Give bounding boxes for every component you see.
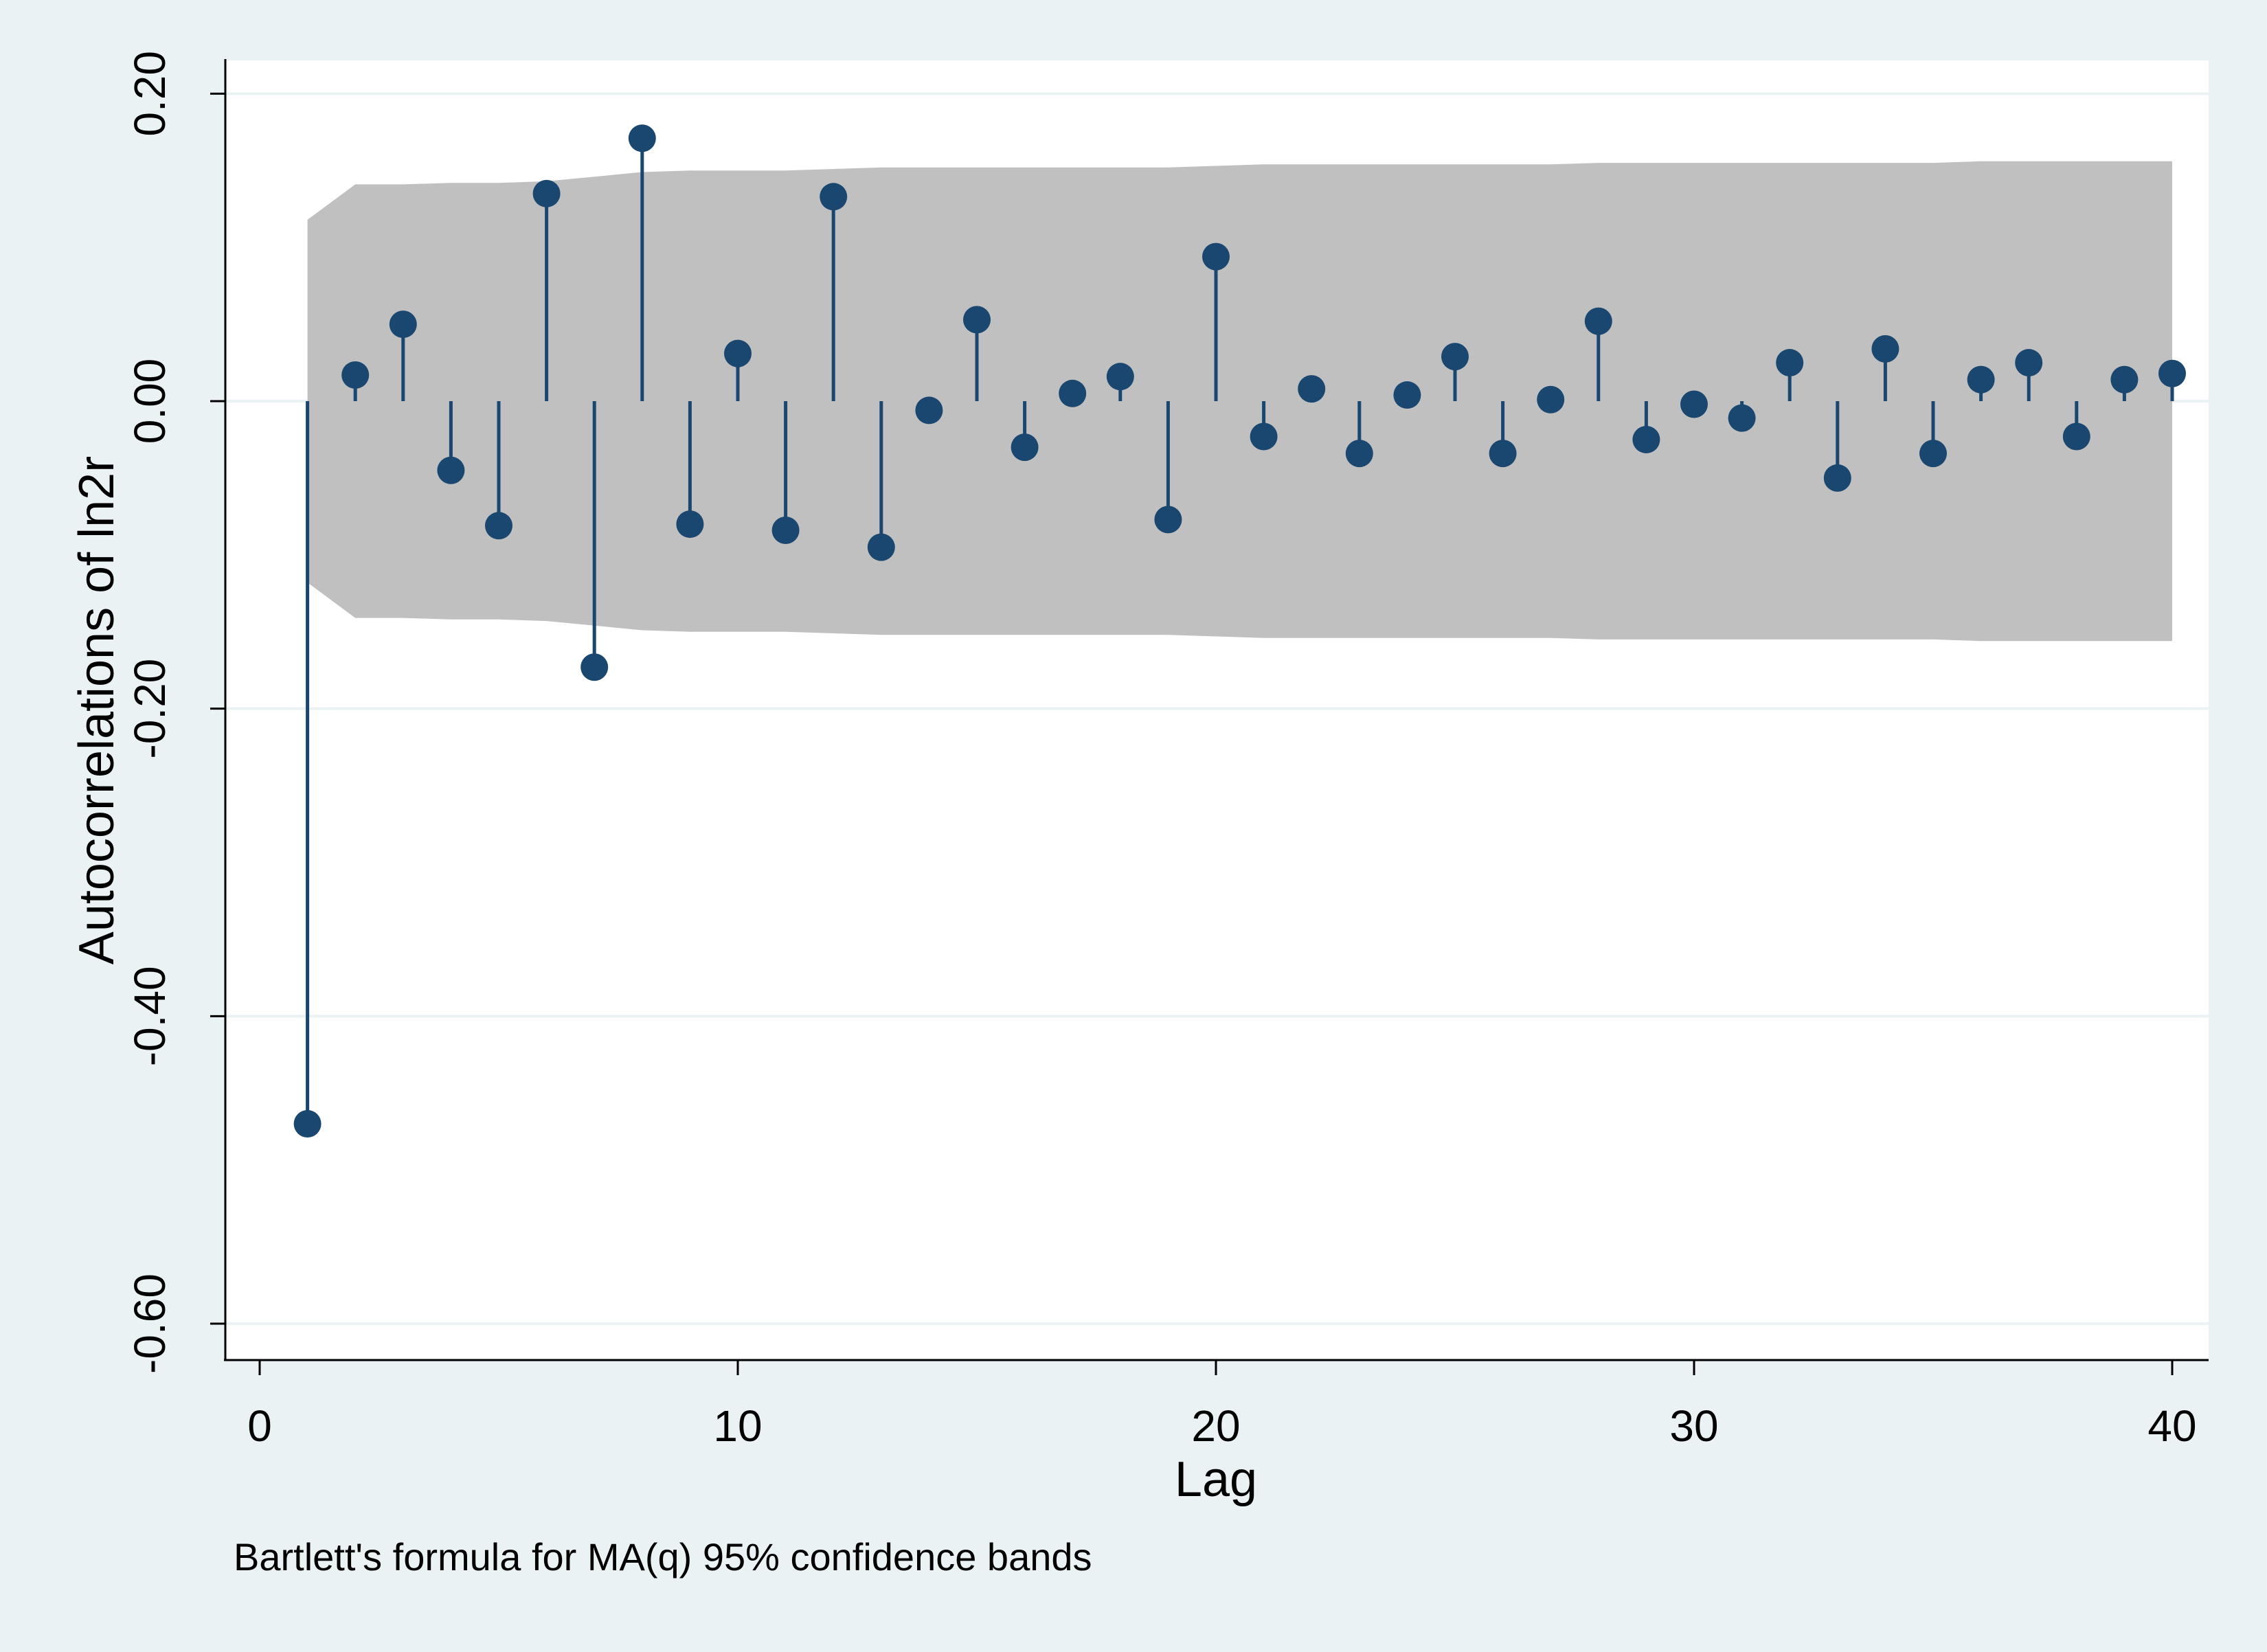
acf-point xyxy=(867,533,895,561)
acf-point xyxy=(963,306,991,334)
acf-point xyxy=(771,517,800,545)
acf-point xyxy=(485,512,512,540)
acf-point xyxy=(2158,359,2186,387)
acf-point xyxy=(1537,385,1565,414)
acf-point xyxy=(1967,365,1995,394)
acf-point xyxy=(2110,365,2139,394)
y-tick-label: 0.00 xyxy=(125,359,174,444)
acf-point xyxy=(1919,440,1947,468)
acf-point xyxy=(915,396,943,425)
x-tick-label: 10 xyxy=(713,1401,762,1451)
x-ticks: 0 10 20 30 40 xyxy=(247,1360,2197,1451)
acf-point xyxy=(1154,506,1182,534)
acf-point xyxy=(580,653,609,681)
acf-point xyxy=(1776,349,1804,377)
acf-point xyxy=(1345,440,1373,468)
acf-point xyxy=(1202,242,1230,271)
acf-point xyxy=(1011,433,1039,462)
acf-point xyxy=(1871,335,1899,363)
acf-point xyxy=(1632,425,1660,453)
x-tick-label: 0 xyxy=(247,1401,272,1451)
acf-point xyxy=(1489,440,1517,468)
acf-point xyxy=(1393,381,1421,409)
acf-point xyxy=(820,183,848,211)
y-tick-label: -0.40 xyxy=(125,966,174,1066)
acf-point xyxy=(532,179,561,207)
acf-points xyxy=(293,124,2186,1138)
footnote: Bartlett's formula for MA(q) 95% confide… xyxy=(234,1535,1092,1579)
acf-point xyxy=(1250,422,1278,451)
y-tick-label: 0.20 xyxy=(125,51,174,137)
acf-point xyxy=(2015,349,2043,377)
x-axis-title: Lag xyxy=(1175,1452,1257,1507)
y-axis-title: Autocorrelations of ln2r xyxy=(69,456,124,964)
acf-point xyxy=(389,310,417,339)
y-tick-label: -0.20 xyxy=(125,659,174,759)
acf-point xyxy=(1059,379,1087,407)
acf-point xyxy=(1106,363,1134,391)
x-tick-label: 30 xyxy=(1669,1401,1718,1451)
acf-point xyxy=(1441,343,1469,371)
x-tick-label: 20 xyxy=(1191,1401,1240,1451)
acf-point xyxy=(1728,404,1756,432)
x-tick-label: 40 xyxy=(2147,1401,2196,1451)
acf-point xyxy=(724,339,752,367)
confidence-band xyxy=(307,161,2172,642)
acf-point xyxy=(2062,422,2090,451)
acf-point xyxy=(676,510,704,539)
acf-point xyxy=(1584,307,1612,335)
acf-point xyxy=(1298,375,1326,403)
acf-point xyxy=(1823,464,1851,492)
acf-point xyxy=(628,124,656,152)
y-ticks: -0.60 -0.40 -0.20 0.00 0.20 xyxy=(125,51,225,1374)
acf-point xyxy=(341,361,370,389)
y-tick-label: -0.60 xyxy=(125,1274,174,1374)
acf-point xyxy=(1680,390,1708,418)
acf-point xyxy=(437,456,465,484)
acf-point xyxy=(293,1110,322,1138)
